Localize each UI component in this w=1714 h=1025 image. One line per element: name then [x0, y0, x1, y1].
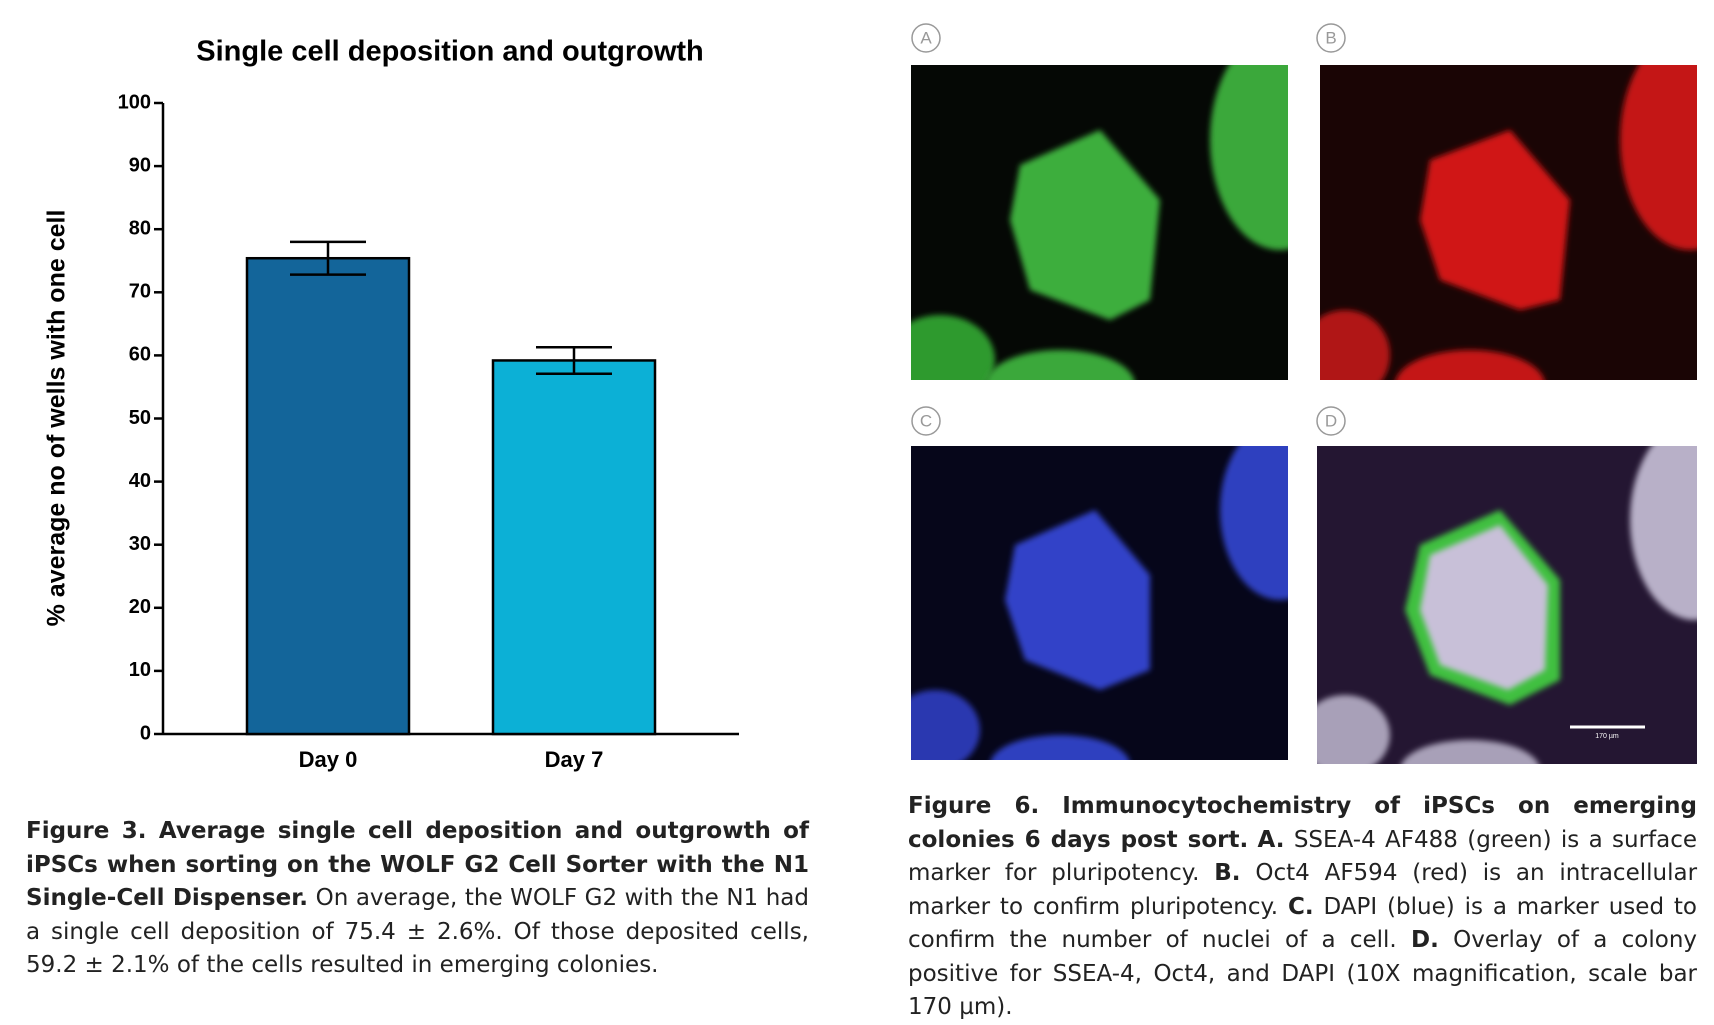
- item-text: Oct4 AF594 (red) is an intracellular mar…: [908, 860, 1698, 920]
- chart: Single cell deposition and outgrowth % a…: [43, 36, 739, 772]
- y-tick-label: 0: [140, 722, 151, 744]
- item-label: D.: [1411, 927, 1439, 953]
- item-text: DAPI (blue) is a marker used to confirm …: [908, 893, 1698, 954]
- panel-label-circles: [911, 23, 1346, 436]
- bar: [245, 256, 411, 736]
- caption-bold: Figure 3. Average single cell deposition…: [26, 818, 809, 911]
- x-tick-label: Day 0: [299, 747, 358, 772]
- panel-a: [911, 65, 1288, 380]
- y-tick-label: 80: [129, 217, 151, 239]
- panel-c: [911, 446, 1288, 760]
- item-text: SSEA-4 AF488 (green) is a surface marker…: [908, 826, 1698, 887]
- y-tick-label: 60: [129, 344, 151, 366]
- y-tick-label: 50: [129, 407, 151, 429]
- y-tick-label: 30: [129, 533, 151, 555]
- y-tick-label: 70: [129, 281, 151, 303]
- page: Single cell deposition and outgrowth % a…: [26, 23, 1698, 1020]
- x-tick-label: Day 7: [545, 747, 604, 772]
- panel-label: D: [1325, 411, 1337, 430]
- panel-d: 170 µm: [1317, 446, 1697, 764]
- y-tick-label: 90: [129, 154, 151, 176]
- item-label: A.: [1257, 826, 1285, 853]
- item-text: Overlay of a colony positive for SSEA-4,…: [908, 927, 1698, 1020]
- panel-label: C: [920, 411, 932, 430]
- panel-b: [1320, 65, 1697, 380]
- panel-labels: A B C D: [920, 28, 1337, 430]
- figure3-caption: Figure 3. Average single cell deposition…: [26, 815, 809, 983]
- caption-title: Figure 6. Immunocytochemistry of iPSCs o…: [908, 793, 1697, 853]
- panel-label: A: [920, 28, 932, 47]
- item-label: C.: [1288, 893, 1314, 920]
- y-tick-label: 100: [118, 91, 151, 113]
- micrographs: 170 µm A B C D: [911, 23, 1697, 764]
- caption-text: On average, the WOLF G2 with the N1 had …: [26, 885, 809, 978]
- y-axis-label: % average no of wells with one cell: [43, 210, 71, 627]
- chart-title: Single cell deposition and outgrowth: [196, 36, 704, 68]
- panel-label: B: [1325, 28, 1336, 47]
- bar: [491, 359, 657, 736]
- y-tick-label: 10: [129, 659, 151, 681]
- item-label: B.: [1214, 860, 1241, 886]
- y-tick-label: 20: [129, 596, 151, 618]
- figure6-caption: Figure 6. Immunocytochemistry of iPSCs o…: [908, 790, 1697, 1025]
- y-tick-label: 40: [129, 470, 151, 492]
- scale-bar-label: 170 µm: [1595, 733, 1619, 740]
